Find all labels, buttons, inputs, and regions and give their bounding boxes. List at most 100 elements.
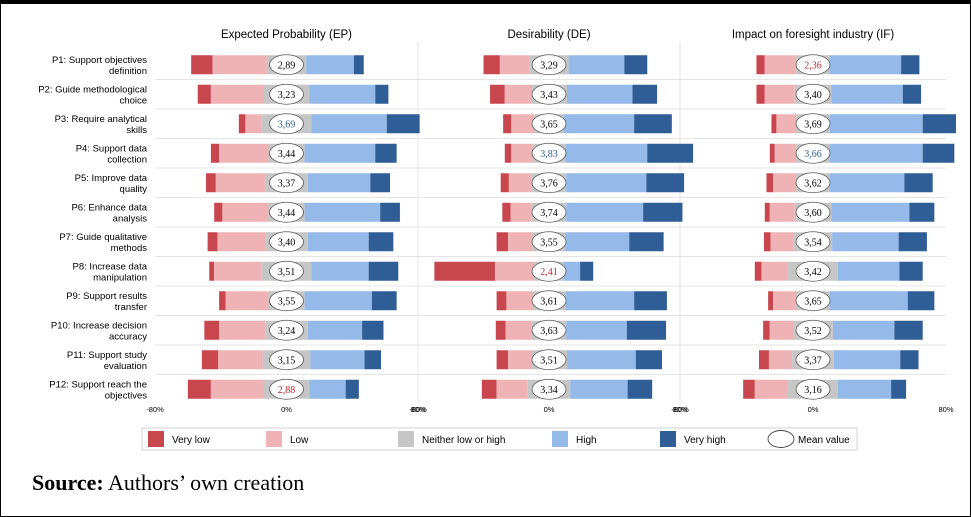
- bar-segment: [204, 320, 220, 340]
- bar-segment: [776, 114, 797, 134]
- category-label: accuracy: [109, 331, 147, 342]
- mean-marker: [531, 54, 567, 76]
- mean-value-label: 3,55: [278, 296, 296, 307]
- bar-segment: [511, 114, 535, 134]
- category-label: analysis: [113, 213, 148, 224]
- mean-marker: [269, 319, 304, 341]
- bar-segment: [837, 261, 900, 281]
- bar-segment: [353, 55, 364, 75]
- mean-value-label: 3,37: [278, 178, 296, 189]
- bar-segment: [191, 55, 213, 75]
- legend-swatch: [660, 431, 676, 447]
- legend-label: Mean value: [798, 435, 850, 446]
- category-label: methods: [111, 243, 148, 254]
- mean-value-label: 3,15: [278, 355, 296, 366]
- bar-segment: [831, 202, 910, 222]
- category-label: P12: Support reach the: [49, 379, 147, 390]
- mean-marker: [531, 319, 567, 341]
- category-label: P7: Guide qualitative: [59, 232, 147, 243]
- source-text: Authors’ own creation: [103, 470, 305, 495]
- category-label: transfer: [115, 302, 147, 313]
- bar-segment: [304, 291, 372, 311]
- bar-segment: [225, 291, 269, 311]
- bar-segment: [210, 379, 264, 399]
- mean-marker: [269, 231, 304, 253]
- mean-value-label: 2,88: [278, 385, 296, 396]
- mean-marker: [795, 231, 831, 253]
- bar-segment: [311, 114, 387, 134]
- category-label: definition: [109, 66, 147, 77]
- bar-segment: [307, 173, 371, 193]
- mean-marker: [531, 172, 567, 194]
- bar-segment: [368, 261, 399, 281]
- bar-segment: [380, 202, 400, 222]
- mean-value-label: 2,41: [540, 267, 558, 278]
- panel-title: Impact on foresight industry (IF): [732, 29, 895, 41]
- category-label: P6: Enhance data: [71, 202, 147, 213]
- bar-segment: [245, 114, 262, 134]
- bar-segment: [566, 202, 644, 222]
- mean-value-label: 3,61: [540, 296, 558, 307]
- bar-segment: [626, 320, 667, 340]
- mean-value-label: 2,89: [278, 60, 296, 71]
- bar-segment: [629, 232, 664, 252]
- category-label: P8: Increase data: [73, 261, 148, 272]
- mean-marker: [269, 378, 304, 400]
- mean-value-label: 3,37: [804, 355, 822, 366]
- mean-value-label: 3,16: [804, 385, 822, 396]
- bar-segment: [503, 114, 512, 134]
- x-tick-label: 0%: [281, 405, 292, 414]
- mean-value-label: 3,66: [804, 149, 822, 160]
- mean-marker: [795, 113, 831, 135]
- bar-segment: [375, 84, 389, 104]
- panel-title: Expected Probability (EP): [221, 29, 352, 41]
- bar-segment: [210, 143, 220, 163]
- mean-value-label: 3,23: [278, 90, 296, 101]
- bar-segment: [187, 379, 211, 399]
- mean-marker: [531, 290, 567, 312]
- bar-segment: [505, 320, 532, 340]
- bar-segment: [832, 320, 895, 340]
- bar-segment: [768, 350, 793, 370]
- category-label: choice: [120, 95, 147, 106]
- bar-segment: [310, 350, 365, 370]
- bar-segment: [646, 173, 685, 193]
- bar-segment: [922, 114, 956, 134]
- x-tick-label: 0%: [544, 405, 555, 414]
- mean-marker: [795, 319, 831, 341]
- bar-segment: [563, 261, 581, 281]
- mean-value-label: 3,34: [540, 385, 558, 396]
- bar-segment: [832, 232, 899, 252]
- legend-swatch: [266, 431, 282, 447]
- bar-segment: [634, 114, 672, 134]
- bar-segment: [510, 202, 532, 222]
- mean-value-label: 3,51: [278, 267, 296, 278]
- bar-segment: [754, 261, 762, 281]
- bar-segment: [768, 291, 774, 311]
- bar-segment: [743, 379, 755, 399]
- bar-segment: [900, 350, 919, 370]
- mean-value-label: 3,60: [804, 208, 822, 219]
- x-tick-label: 80%: [410, 405, 425, 414]
- bar-segment: [922, 143, 955, 163]
- legend-label: Very high: [684, 435, 726, 446]
- bar-segment: [222, 202, 269, 222]
- bar-segment: [833, 350, 901, 370]
- bar-segment: [894, 320, 923, 340]
- category-label: evaluation: [104, 361, 147, 372]
- mean-marker: [269, 290, 304, 312]
- category-label: P3: Require analytical: [55, 114, 147, 125]
- bar-segment: [212, 55, 267, 75]
- bar-segment: [490, 84, 505, 104]
- bar-segment: [647, 143, 694, 163]
- bar-segment: [494, 261, 535, 281]
- bar-segment: [504, 143, 512, 163]
- mean-marker: [531, 113, 567, 135]
- mean-value-label: 3,55: [540, 237, 558, 248]
- bar-segment: [368, 232, 394, 252]
- bar-segment: [570, 379, 628, 399]
- bar-segment: [197, 84, 211, 104]
- bar-segment: [495, 320, 506, 340]
- bar-segment: [238, 114, 246, 134]
- bar-segment: [304, 202, 381, 222]
